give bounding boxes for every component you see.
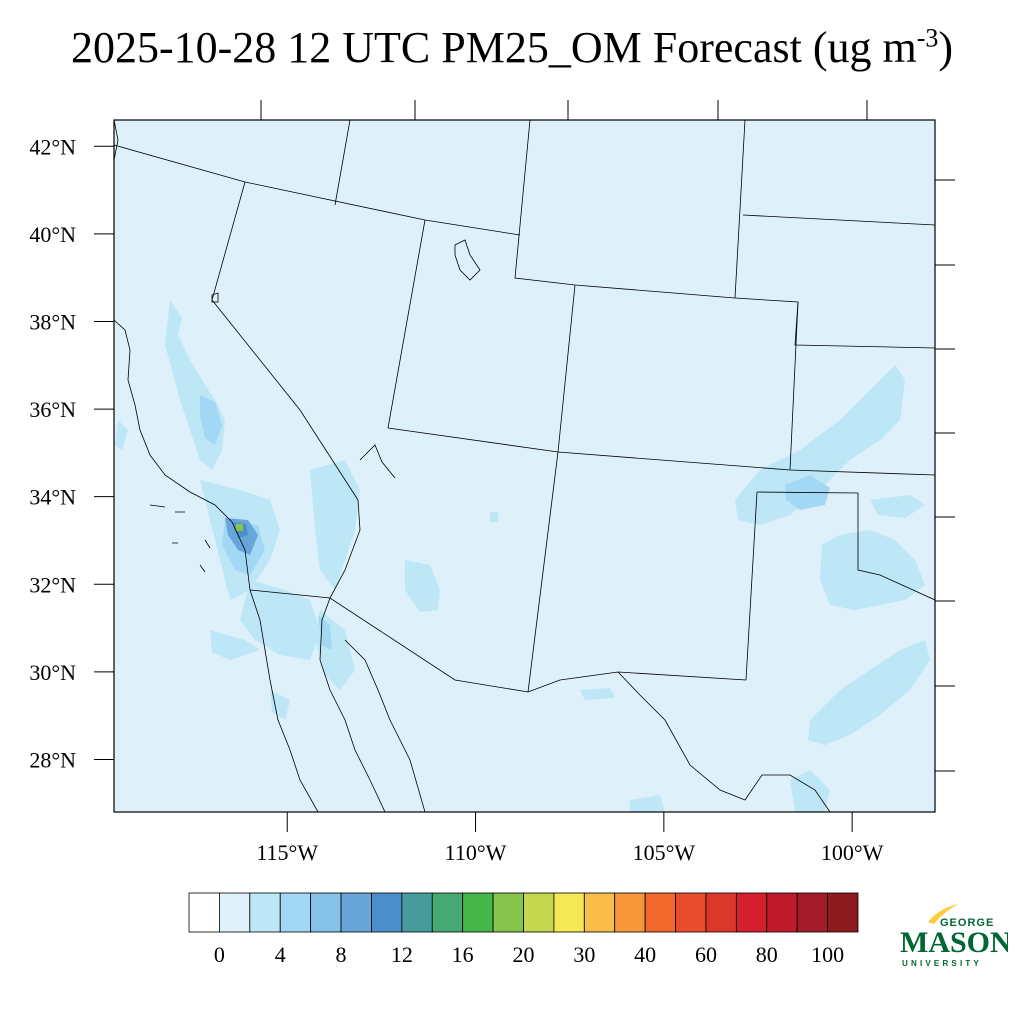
colorbar-label: 8 [336,942,347,967]
patch-la-basin-peak [236,524,243,531]
patch-south-texas [808,640,930,745]
lon-tick-label: 115°W [256,840,318,865]
patch-sierra-mid [200,395,222,445]
patch-mexico-ne [580,688,615,700]
plot-frame [113,119,936,813]
colorbar-swatch [675,892,707,933]
colorbar-label: 30 [573,942,595,967]
colorbar-swatch [431,892,464,933]
colorbar-label: 12 [391,942,413,967]
colorbar-swatch [766,892,798,933]
colorbar-swatch [340,892,372,933]
colorbar-swatch [279,892,312,933]
patch-oklahoma-east [870,495,925,518]
colorbar-swatch [188,892,220,933]
colorbar-swatch [371,892,403,933]
colorbar [188,892,859,933]
lat-tick-label: 32°N [29,572,76,597]
longitude-axis: 115°W 110°W 105°W 100°W [256,812,884,865]
title-closing: ) [938,23,954,72]
title-superscript: -3 [916,23,939,53]
lat-tick-label: 28°N [29,747,76,772]
colorbar-label: 80 [756,942,778,967]
colorbar-label: 4 [275,942,286,967]
patch-panhandle [735,365,905,525]
colorbar-swatch [523,892,555,933]
patch-coahuila [630,795,665,812]
patch-colorado-river [310,460,360,590]
colorbar-swatch [705,892,737,933]
lat-tick-label: 30°N [29,660,76,685]
colorbar-label: 0 [214,942,225,967]
patch-baja-west [270,690,290,720]
frame-ticks [260,100,955,772]
colorbar-swatch [310,892,342,933]
colorbar-swatch [735,892,768,933]
lat-tick-label: 36°N [29,397,76,422]
patch-west-texas [820,530,925,610]
svg-text:MASON: MASON [900,926,1008,959]
lon-tick-label: 100°W [821,840,884,865]
colorbar-label: 100 [811,942,844,967]
patch-arizona-south [405,560,440,612]
colorbar-swatch [249,892,281,933]
colorbar-labels: 0 4 8 12 16 20 30 40 60 80 100 [214,942,844,967]
gmu-logo-graphic: GEORGE MASON UNIVERSITY [900,904,1012,968]
colorbar-label: 60 [695,942,717,967]
svg-text:GEORGE: GEORGE [940,917,994,929]
gmu-logo: GEORGE MASON UNIVERSITY [898,900,1012,970]
latitude-axis: 42°N 40°N 38°N 36°N 34°N 32°N 30°N 28°N [29,134,114,772]
colorbar-swatch [827,892,859,933]
colorbar-swatch [401,892,433,933]
lat-tick-label: 40°N [29,222,76,247]
map-title: 2025-10-28 12 UTC PM25_OM Forecast (ug m… [0,22,1024,73]
colorbar-swatch [796,892,828,933]
patch-baja-coast [210,630,260,660]
colorbar-swatch [553,892,585,933]
lat-tick-label: 42°N [29,134,76,159]
colorbar-swatch [219,892,251,933]
colorbar-label: 20 [513,942,535,967]
patch-california-coast-west [115,420,128,450]
title-text: 2025-10-28 12 UTC PM25_OM Forecast (ug m [70,23,917,72]
patch-new-mexico-dot [490,512,498,522]
colorbar-label: 16 [452,942,474,967]
patch-rio-grande [790,770,830,812]
concentration-layer-high [225,518,258,555]
colorbar-swatch [583,892,616,933]
colorbar-swatch [614,892,646,933]
lat-tick-label: 38°N [29,309,76,334]
lat-tick-label: 34°N [29,485,76,510]
lon-tick-label: 105°W [633,840,696,865]
svg-text:UNIVERSITY: UNIVERSITY [902,959,982,968]
colorbar-label: 40 [634,942,656,967]
colorbar-swatch [492,892,524,933]
lon-tick-label: 110°W [445,840,507,865]
boundaries-layer [114,120,935,812]
colorbar-swatch [462,892,494,933]
patch-baja-north [240,580,320,660]
colorbar-swatch [644,892,676,933]
